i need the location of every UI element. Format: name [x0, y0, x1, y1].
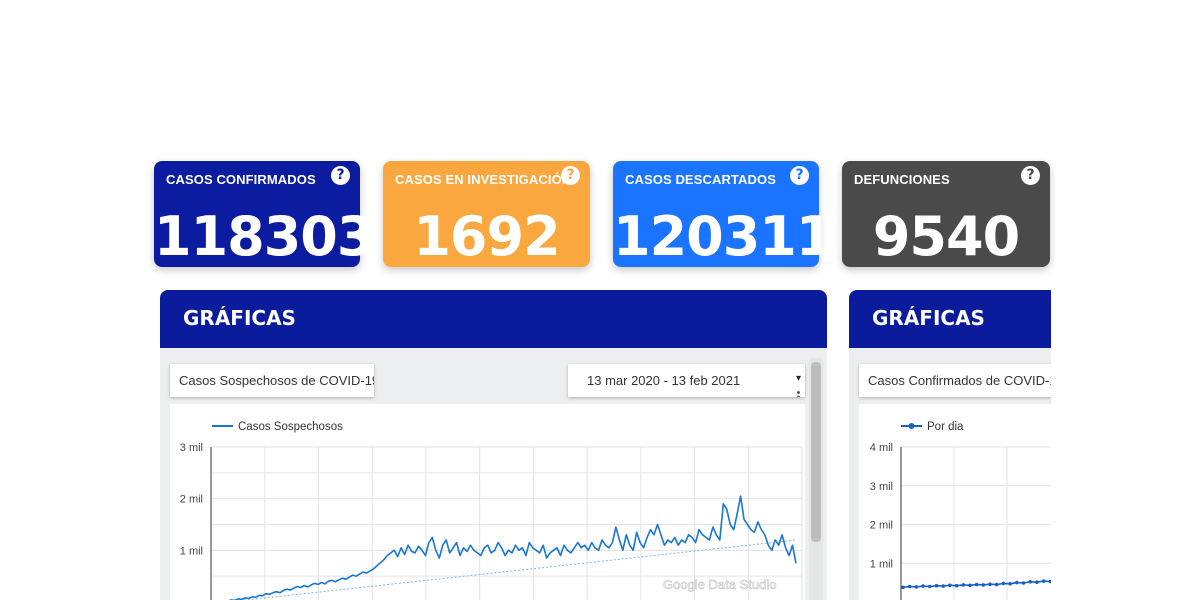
panel-title: GRÁFICAS: [872, 306, 985, 330]
stat-card-defunciones: DEFUNCIONES ? 9540: [842, 161, 1050, 268]
series-line-sospechosos: [228, 495, 797, 600]
line-chart-sospechosos: 3 mil 2 mil 1 mil Casos Sospechosos Google D…: [180, 421, 803, 600]
legend-label: Casos Sospechosos: [238, 421, 343, 433]
panel-title: GRÁFICAS: [183, 306, 296, 330]
charts-panel-confirmados: GRÁFICAS Casos Confirmados de COVID-19 4…: [849, 290, 1051, 600]
data-point: [961, 583, 966, 587]
help-icon[interactable]: ?: [790, 166, 809, 185]
card-label: CASOS CONFIRMADOS: [166, 172, 316, 187]
panel-header: GRÁFICAS: [849, 290, 1051, 348]
help-icon[interactable]: ?: [561, 166, 580, 185]
data-point: [928, 584, 932, 589]
data-point: [988, 582, 992, 586]
chart-area: 4 mil 3 mil 2 mil 1 mil Por dia: [859, 404, 1051, 600]
scrollbar-track[interactable]: [809, 358, 823, 600]
data-point: [968, 583, 972, 588]
y-tick-label: 4 mil: [870, 442, 893, 454]
stat-card-confirmados: CASOS CONFIRMADOS ? 118303: [154, 161, 374, 268]
trendline: [241, 539, 797, 600]
data-point: [981, 583, 986, 587]
y-tick-label: 3 mil: [870, 481, 893, 493]
card-label: DEFUNCIONES: [854, 172, 950, 187]
legend-marker: [908, 423, 915, 429]
chart-title: Casos Confirmados de COVID-19: [868, 373, 1051, 388]
card-value: 118303: [154, 205, 374, 268]
chart-title: Casos Sospechosos de COVID-19: [179, 373, 374, 388]
data-point: [934, 583, 939, 588]
chart-area: 3 mil 2 mil 1 mil Casos Sospechosos Google D…: [170, 404, 805, 600]
data-point: [1035, 580, 1039, 584]
scrollbar-thumb[interactable]: [811, 362, 821, 542]
charts-panel-sospechosos: GRÁFICAS Casos Sospechosos de COVID-19 1…: [160, 290, 827, 600]
data-point: [901, 585, 905, 590]
y-tick-label: 2 mil: [180, 494, 203, 506]
data-point: [941, 584, 945, 588]
data-point: [907, 584, 912, 589]
data-point: [954, 583, 959, 588]
chart-title-chip: Casos Sospechosos de COVID-19: [170, 364, 374, 397]
panel-header: GRÁFICAS: [160, 290, 827, 348]
help-icon[interactable]: ?: [331, 166, 350, 185]
data-point: [1015, 580, 1019, 585]
date-range-value: 13 mar 2020 - 13 feb 2021: [587, 373, 741, 388]
data-point: [994, 582, 999, 587]
y-tick-label: 1 mil: [870, 558, 893, 570]
panel-body: Casos Sospechosos de COVID-19 13 mar 202…: [160, 348, 827, 600]
card-label: CASOS EN INVESTIGACIÓN: [395, 172, 572, 187]
stat-card-investigacion: CASOS EN INVESTIGACIÓN ? 1692: [383, 161, 590, 268]
help-icon[interactable]: ?: [1021, 166, 1040, 185]
data-point: [1028, 580, 1032, 584]
line-chart-confirmados: 4 mil 3 mil 2 mil 1 mil Por dia: [870, 421, 1051, 600]
data-point: [921, 584, 925, 588]
card-value: 9540: [872, 205, 1020, 268]
y-tick-label: 1 mil: [180, 545, 203, 557]
data-point: [1021, 581, 1026, 585]
data-point: [948, 583, 952, 588]
data-point: [974, 582, 979, 587]
stat-card-descartados: CASOS DESCARTADOS ? 120311: [613, 161, 833, 268]
chevron-down-icon: ▾: [795, 373, 801, 384]
y-tick-label: 3 mil: [180, 442, 203, 454]
chart-title-chip: Casos Confirmados de COVID-19: [859, 364, 1051, 397]
panel-body: Casos Confirmados de COVID-19 4 mil 3 mil…: [849, 348, 1051, 600]
data-point: [1001, 581, 1006, 586]
data-point: [914, 585, 919, 589]
date-range-picker[interactable]: 13 mar 2020 - 13 feb 2021 ▾: [568, 364, 805, 397]
data-point: [1008, 582, 1012, 586]
card-value: 120311: [613, 205, 833, 268]
legend-label: Por dia: [927, 421, 964, 433]
data-point: [1041, 579, 1046, 583]
y-tick-label: 2 mil: [870, 520, 893, 532]
card-label: CASOS DESCARTADOS: [625, 172, 776, 187]
card-value: 1692: [413, 205, 560, 268]
data-point: [1048, 579, 1051, 584]
more-vert-icon[interactable]: [797, 382, 800, 397]
watermark-text: Google Data Studio: [663, 577, 776, 592]
